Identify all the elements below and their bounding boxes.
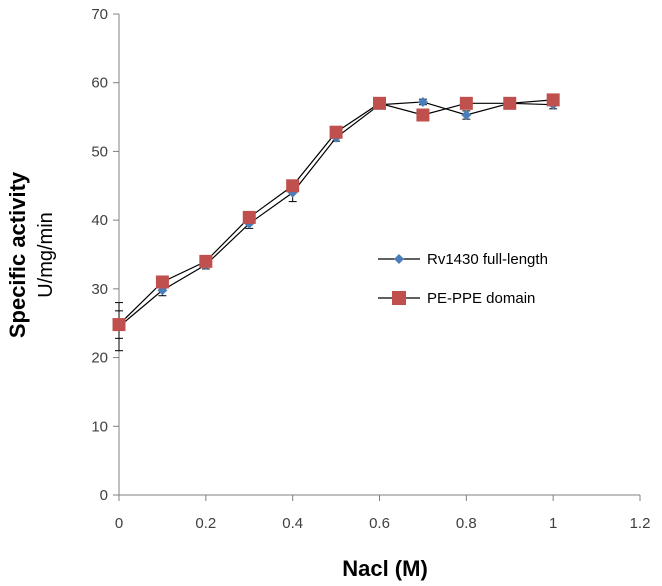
- y-tick-label: 70: [91, 6, 108, 23]
- data-point: [242, 210, 256, 224]
- series-pe-ppe-domain: [112, 93, 560, 339]
- data-point: [155, 275, 169, 289]
- y-tick-label: 40: [91, 212, 108, 229]
- data-point: [546, 93, 560, 107]
- data-point: [416, 108, 430, 122]
- y-tick-label: 50: [91, 143, 108, 160]
- y-tick-label: 30: [91, 281, 108, 298]
- y-tick-label: 0: [100, 487, 108, 504]
- legend-label-rv1430: Rv1430 full-length: [427, 251, 548, 268]
- data-point: [329, 125, 343, 139]
- y-tick-label: 10: [91, 418, 108, 435]
- x-tick-label: 0.8: [456, 515, 477, 532]
- legend-item-rv1430: Rv1430 full-length: [378, 251, 548, 268]
- data-point: [286, 179, 300, 193]
- chart-series: [112, 93, 560, 352]
- x-axis-title: Nacl (M): [342, 556, 428, 581]
- chart-axes: [118, 14, 640, 496]
- y-axis-unit: U/mg/min: [35, 212, 57, 298]
- data-point: [417, 96, 428, 107]
- y-tick-label: 20: [91, 350, 108, 367]
- legend-item-pe-ppe: PE-PPE domain: [378, 290, 535, 307]
- legend: Rv1430 full-length PE-PPE domain: [378, 251, 548, 307]
- data-point: [461, 110, 472, 121]
- y-tick-label: 60: [91, 75, 108, 92]
- data-point: [112, 318, 126, 332]
- data-point: [503, 96, 517, 110]
- y-axis-title: Specific activity: [5, 171, 30, 338]
- x-tick-label: 0: [115, 515, 123, 532]
- data-point: [199, 254, 213, 268]
- legend-label-pe-ppe: PE-PPE domain: [427, 290, 535, 307]
- x-tick-label: 0.6: [369, 515, 390, 532]
- data-point: [373, 96, 386, 110]
- x-tick-label: 1.2: [630, 515, 651, 532]
- legend-marker-pe-ppe: [392, 291, 406, 305]
- x-tick-label: 0.2: [195, 515, 216, 532]
- x-tick-label: 1: [549, 515, 557, 532]
- data-point: [459, 96, 473, 110]
- chart-ticks: 0 10 20 30 40 50 60 70 0 0.2 0.4 0.6 0.8 1 1.2: [91, 6, 650, 532]
- legend-marker-rv1430: [394, 254, 404, 264]
- x-tick-label: 0.4: [282, 515, 303, 532]
